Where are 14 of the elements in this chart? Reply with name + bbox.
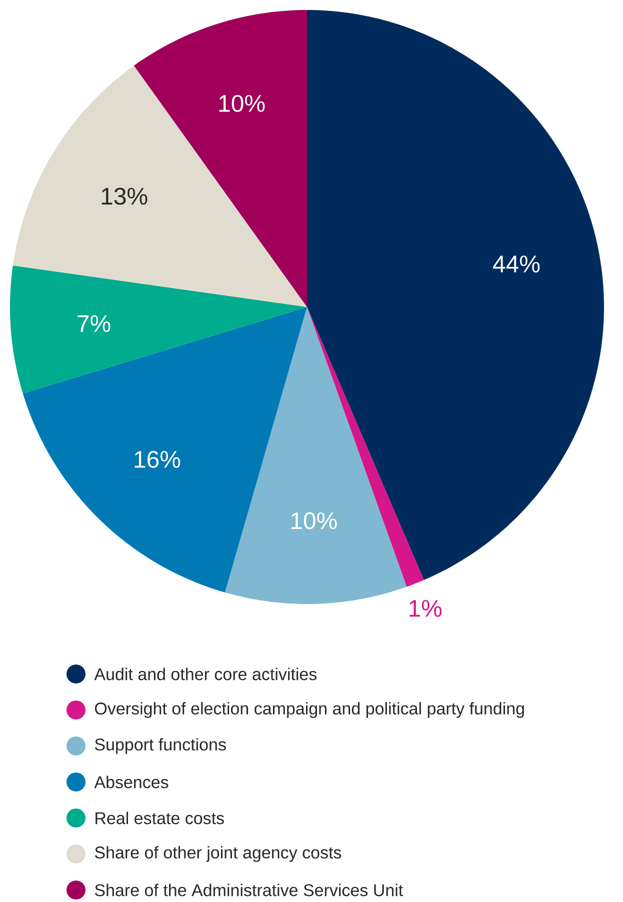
legend-label: Support functions [94, 738, 226, 754]
legend-label: Share of other joint agency costs [94, 846, 342, 862]
data-label: 10% [219, 94, 265, 112]
legend-label: Audit and other core activities [94, 668, 317, 680]
legend-label: Oversight of election campaign and political party funding [95, 702, 524, 718]
data-label: 7% [78, 315, 110, 332]
data-label: 1% [410, 600, 442, 617]
data-label: 16% [134, 450, 180, 468]
data-label: 13% [102, 188, 148, 205]
data-label: 44% [493, 256, 540, 272]
legend-label: Share of the Administrative Services Unit [94, 884, 403, 896]
legend-label: Real estate costs [96, 812, 224, 824]
legend-label: Absences [94, 776, 168, 788]
data-label: 10% [291, 512, 337, 530]
